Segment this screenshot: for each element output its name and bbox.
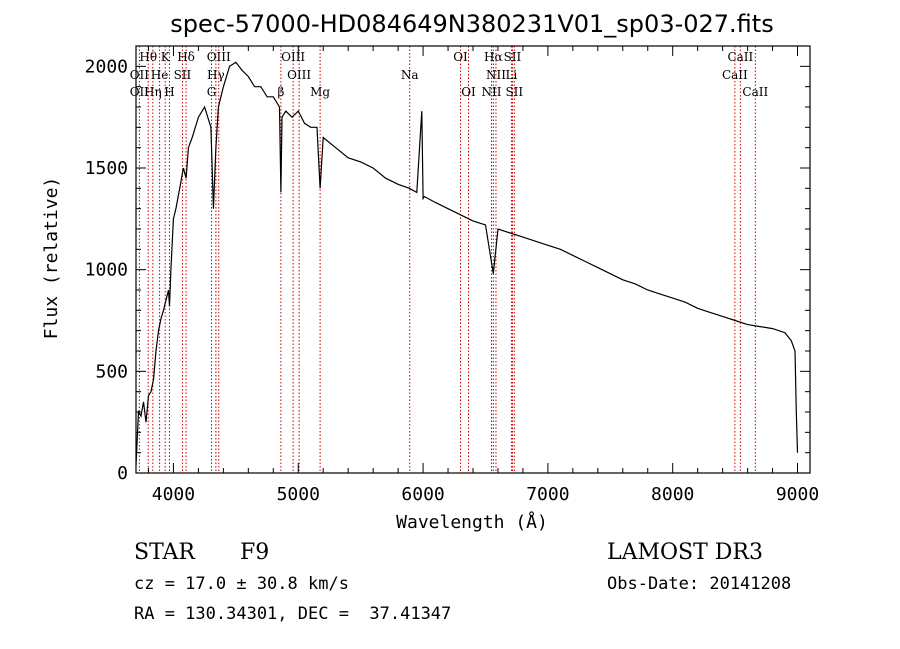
survey-name: LAMOST DR3 — [607, 540, 763, 565]
chart-title: spec-57000-HD084649N380231V01_sp03-027.f… — [170, 10, 773, 38]
y-axis-ticks: 0 500 1000 1500 2000 — [85, 56, 810, 484]
obs-date: Obs-Date: 20141208 — [607, 574, 792, 594]
line-label: G — [207, 85, 217, 99]
x-tick-label: 6000 — [401, 484, 444, 505]
line-label: OI — [453, 50, 468, 64]
line-label: He — [151, 68, 169, 82]
y-tick-label: 1500 — [85, 158, 128, 179]
y-tick-label: 1000 — [85, 260, 128, 281]
subclass: F9 — [240, 540, 270, 565]
line-label: CaII — [722, 68, 748, 82]
flux-series-line — [135, 61, 799, 465]
line-label: SII — [505, 85, 523, 99]
x-tick-label: 7000 — [526, 484, 569, 505]
line-label: CaII — [742, 85, 768, 99]
line-label: NII — [486, 68, 506, 82]
y-tick-label: 2000 — [85, 56, 128, 77]
y-tick-label: 0 — [117, 463, 128, 484]
line-label: OIII — [281, 50, 305, 64]
line-label: OIII — [207, 50, 231, 64]
plot-frame — [135, 45, 811, 474]
line-label: SII — [174, 68, 192, 82]
line-label: OII — [130, 85, 150, 99]
x-tick-label: 8000 — [651, 484, 694, 505]
line-markers — [138, 46, 756, 473]
line-label: H — [164, 85, 174, 99]
line-label: CaII — [727, 50, 753, 64]
line-label: Hα — [484, 50, 503, 64]
y-tick-label: 500 — [95, 361, 128, 382]
line-label: β — [277, 85, 284, 99]
x-tick-label: 4000 — [152, 484, 195, 505]
coordinates: RA = 130.34301, DEC = 37.41347 — [134, 604, 452, 624]
line-label: Hθ — [139, 50, 157, 64]
line-label: K — [161, 50, 171, 64]
line-label: SII — [504, 50, 522, 64]
y-axis-label: Flux (relative) — [41, 177, 62, 340]
x-axis-ticks: 4000 5000 6000 7000 8000 9000 — [147, 46, 819, 505]
line-label: OIII — [287, 68, 311, 82]
x-axis-label: Wavelength (Å) — [396, 511, 548, 533]
line-label: Mg — [310, 85, 330, 99]
x-tick-label: 9000 — [776, 484, 819, 505]
object-type: STAR — [134, 540, 195, 565]
line-label: Hδ — [177, 50, 195, 64]
redshift-cz: cz = 17.0 ± 30.8 km/s — [134, 574, 349, 594]
line-label: Na — [401, 68, 419, 82]
line-label: Hη — [144, 85, 162, 99]
line-label: Hγ — [207, 68, 225, 82]
x-tick-label: 5000 — [277, 484, 320, 505]
line-label: OI — [461, 85, 476, 99]
line-label: Li — [506, 68, 518, 82]
line-label: OII — [130, 68, 150, 82]
line-label: NII — [481, 85, 501, 99]
